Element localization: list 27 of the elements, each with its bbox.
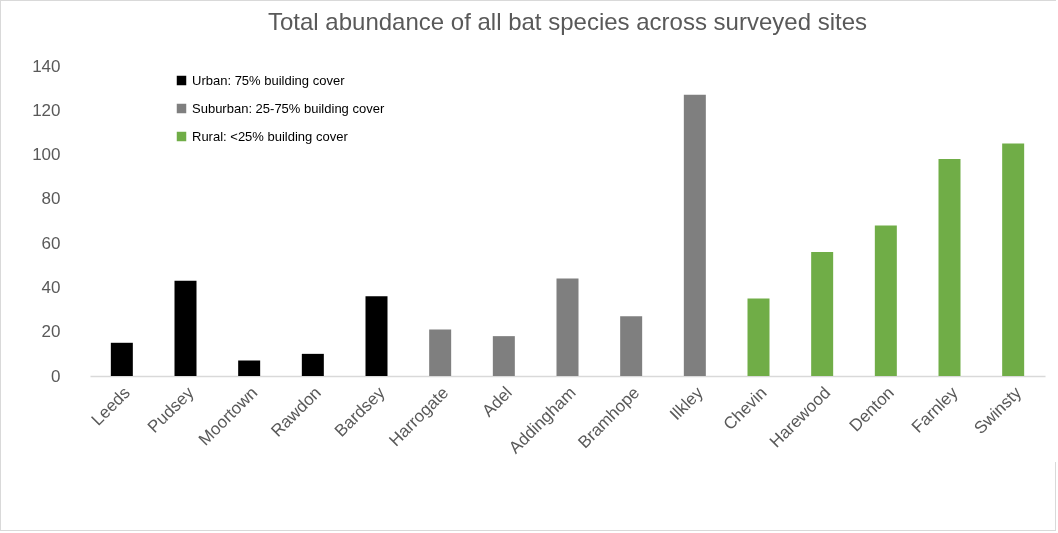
- y-tick-label: 140: [32, 56, 61, 76]
- chart-title: Total abundance of all bat species across surveyed sites: [267, 8, 868, 35]
- y-tick-label: 40: [41, 277, 61, 297]
- legend-label: Suburban: 25-75% building cover: [192, 100, 385, 116]
- bar: [1002, 143, 1025, 376]
- bar: [683, 94, 706, 376]
- bar: [747, 298, 770, 376]
- y-tick-label: 80: [41, 189, 61, 209]
- bar: [238, 360, 261, 376]
- bar: [620, 316, 643, 376]
- y-tick-label: 20: [41, 322, 61, 342]
- bar: [365, 296, 388, 376]
- bar: [556, 278, 579, 376]
- bar: [301, 353, 324, 376]
- bar: [429, 329, 452, 376]
- y-tick-label: 120: [32, 100, 61, 120]
- bar: [811, 252, 834, 376]
- legend-label: Rural: <25% building cover: [192, 128, 349, 144]
- legend-label: Urban: 75% building cover: [192, 72, 346, 88]
- y-tick-label: 0: [51, 366, 61, 386]
- y-tick-label: 60: [41, 233, 61, 253]
- bar: [492, 336, 515, 376]
- bar: [874, 225, 897, 376]
- bar: [174, 280, 197, 376]
- bar: [938, 159, 961, 376]
- bar: [110, 342, 133, 376]
- y-tick-label: 100: [32, 145, 61, 165]
